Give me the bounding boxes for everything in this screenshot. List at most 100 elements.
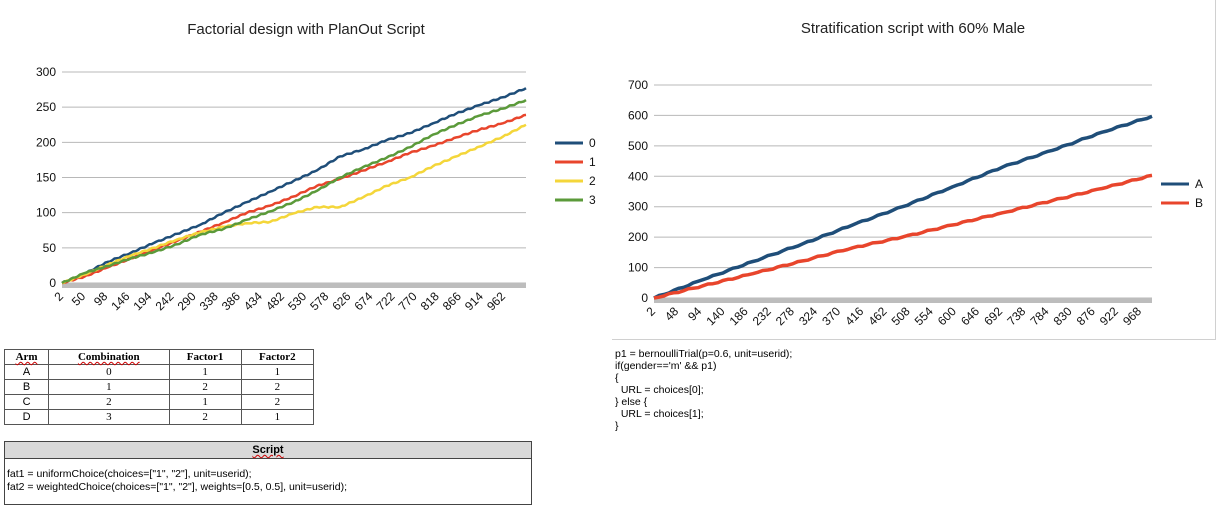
x-tick-label: 232	[750, 304, 774, 328]
x-tick-label: 194	[130, 289, 154, 313]
code-line: URL = choices[1];	[615, 408, 704, 420]
y-tick-label: 600	[628, 108, 648, 122]
x-tick-label: 914	[462, 289, 486, 313]
table-row: A 0 1 1	[3, 364, 315, 380]
table-row: C 2 1 2	[3, 394, 315, 410]
x-axis-band	[62, 283, 526, 288]
y-tick-label: 250	[36, 100, 56, 114]
x-tick-label: 94	[685, 304, 705, 324]
y-tick-label: 0	[641, 291, 648, 305]
table-row: D 3 2 1	[3, 409, 315, 425]
y-tick-label: 700	[628, 78, 648, 92]
series-line-B	[653, 173, 1153, 300]
x-tick-label: 830	[1051, 304, 1075, 328]
y-tick-label: 200	[628, 230, 648, 244]
y-tick-label: 50	[43, 241, 57, 255]
stratification-code: p1 = bernoulliTrial(p=0.6, unit=userid);…	[615, 348, 792, 432]
header-arm: Arm	[3, 349, 50, 365]
code-line: }	[615, 420, 619, 432]
x-tick-label: 370	[819, 304, 843, 328]
stratification-chart-frame	[612, 0, 1216, 340]
x-tick-label: 646	[958, 304, 982, 328]
y-tick-label: 0	[49, 276, 56, 290]
chart-title: Factorial design with PlanOut Script	[187, 21, 425, 38]
script-line: fat2 = weightedChoice(choices=["1", "2"]…	[7, 481, 348, 493]
combination-cell: 1	[48, 379, 170, 395]
arm-cell: D	[3, 409, 50, 425]
factor2-cell: 2	[240, 394, 315, 410]
y-tick-label: 300	[628, 200, 648, 214]
x-tick-label: 462	[865, 304, 889, 328]
arm-cell: C	[3, 394, 50, 410]
x-tick-label: 186	[727, 304, 751, 328]
x-tick-label: 140	[703, 304, 727, 328]
x-tick-label: 866	[440, 289, 464, 313]
x-tick-label: 146	[108, 289, 132, 313]
x-axis-band	[654, 298, 1152, 303]
x-tick-label: 530	[285, 289, 309, 313]
x-tick-label: 692	[981, 304, 1005, 328]
x-tick-label: 554	[912, 304, 936, 328]
header-combination: Combination	[48, 349, 170, 365]
legend-label: 2	[589, 174, 596, 188]
stratification-chart: Stratification script with 60% Male 0 100…	[628, 20, 1203, 328]
code-line: } else {	[615, 396, 648, 408]
combination-cell: 3	[48, 409, 170, 425]
series-line-0	[61, 87, 527, 285]
legend-label: B	[1195, 196, 1203, 210]
script-line: fat1 = uniformChoice(choices=["1", "2"],…	[7, 468, 252, 480]
arm-table: Arm Combination Factor1 Factor2 A 0 1 1 …	[3, 349, 315, 425]
x-tick-label: 784	[1027, 304, 1051, 328]
header-label: Arm	[15, 351, 38, 363]
code-line: URL = choices[0];	[615, 384, 704, 396]
x-tick-label: 434	[241, 289, 265, 313]
script-header-label: Script	[252, 444, 284, 456]
legend-label: 3	[589, 193, 596, 207]
header-factor1: Factor1	[168, 349, 242, 365]
x-tick-label: 338	[197, 289, 221, 313]
legend-label: 0	[589, 136, 596, 150]
header-factor2: Factor2	[240, 349, 315, 365]
x-tick-label: 324	[796, 304, 820, 328]
x-tick-label: 738	[1004, 304, 1028, 328]
y-tick-label: 300	[36, 65, 56, 79]
x-tick-label: 600	[935, 304, 959, 328]
y-tick-label: 100	[36, 206, 56, 220]
x-tick-label: 770	[396, 289, 420, 313]
x-tick-label: 922	[1097, 304, 1121, 328]
x-tick-label: 674	[351, 289, 375, 313]
arm-cell: B	[3, 379, 50, 395]
table-row: B 1 2 2	[3, 379, 315, 395]
script-body: fat1 = uniformChoice(choices=["1", "2"],…	[5, 459, 531, 494]
y-tick-label: 400	[628, 169, 648, 183]
series-line-3	[61, 99, 527, 285]
header-label: Combination	[77, 351, 140, 363]
x-tick-label: 876	[1074, 304, 1098, 328]
factor1-cell: 1	[168, 394, 242, 410]
factor1-cell: 2	[168, 409, 242, 425]
factor2-cell: 1	[240, 409, 315, 425]
x-tick-label: 416	[842, 304, 866, 328]
script-box: Script fat1 = uniformChoice(choices=["1"…	[4, 441, 532, 505]
x-tick-label: 818	[418, 289, 442, 313]
x-tick-label: 968	[1120, 304, 1144, 328]
x-tick-label: 48	[662, 304, 682, 324]
y-tick-label: 200	[36, 135, 56, 149]
factor2-cell: 2	[240, 379, 315, 395]
x-tick-label: 962	[484, 289, 508, 313]
y-tick-label: 150	[36, 171, 56, 185]
x-tick-label: 508	[889, 304, 913, 328]
arm-cell: A	[3, 364, 50, 380]
series-line-2	[61, 123, 527, 285]
y-tick-label: 100	[628, 261, 648, 275]
x-tick-label: 278	[773, 304, 797, 328]
factorial-chart: Factorial design with PlanOut Script 0 50…	[36, 21, 596, 313]
code-line: p1 = bernoulliTrial(p=0.6, unit=userid);	[615, 348, 793, 360]
legend-label: 1	[589, 155, 596, 169]
x-tick-label: 290	[175, 289, 199, 313]
factor2-cell: 1	[240, 364, 315, 380]
combination-cell: 2	[48, 394, 170, 410]
series-line-A	[653, 114, 1153, 300]
combination-cell: 0	[48, 364, 170, 380]
legend-label: A	[1195, 177, 1203, 191]
